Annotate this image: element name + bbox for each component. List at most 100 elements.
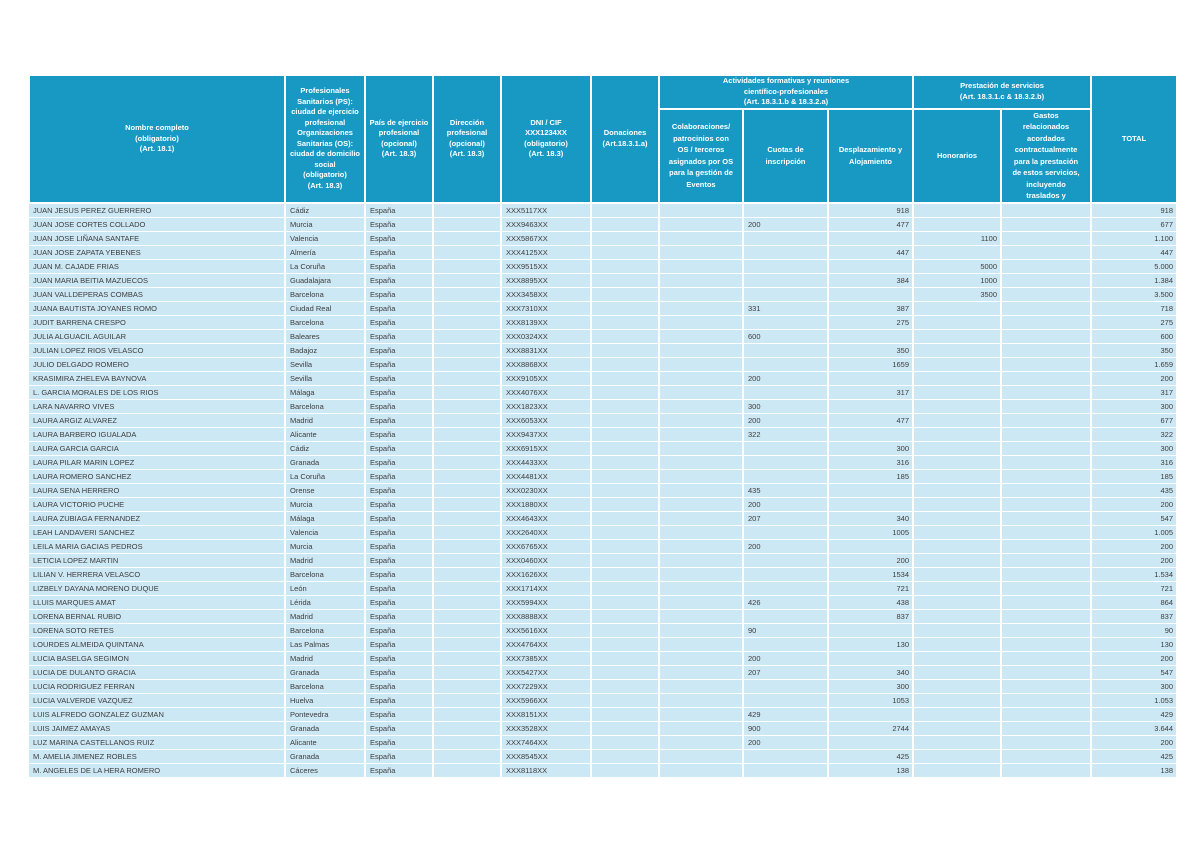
cell-travel: 447 [828, 245, 915, 260]
cell-donations [591, 202, 660, 218]
cell-total: 837 [1091, 609, 1177, 624]
cell-honoraria [913, 693, 1003, 708]
cell-country: España [365, 497, 434, 512]
cell-city: Barcelona [285, 287, 366, 302]
cell-related-expenses [1001, 273, 1093, 288]
cell-total: 350 [1091, 343, 1177, 358]
cell-travel: 138 [828, 763, 915, 778]
cell-total: 200 [1091, 651, 1177, 666]
table-row: LAURA ZUBIAGA FERNANDEZ Málaga España XXX46… [29, 511, 1177, 526]
cell-dni: XXX6915XX [501, 441, 592, 456]
table-row: LUCIA RODRIGUEZ FERRAN Barcelona España XXX… [29, 679, 1177, 694]
cell-total: 718 [1091, 301, 1177, 316]
cell-travel [828, 287, 915, 302]
table-row: LUZ MARINA CASTELLANOS RUIZ Alicante Españ… [29, 735, 1177, 750]
cell-honoraria [913, 735, 1003, 750]
cell-related-expenses [1001, 525, 1093, 540]
cell-name: LEAH LANDAVERI SANCHEZ [29, 525, 286, 540]
cell-total: 130 [1091, 637, 1177, 652]
cell-name: LETICIA LOPEZ MARTIN [29, 553, 286, 568]
cell-collaborations [659, 343, 744, 358]
cell-donations [591, 357, 660, 372]
cell-total: 429 [1091, 707, 1177, 722]
cell-address [433, 483, 502, 498]
cell-honoraria [913, 315, 1003, 330]
cell-address [433, 763, 502, 778]
cell-travel [828, 231, 915, 246]
cell-country: España [365, 693, 434, 708]
cell-related-expenses [1001, 707, 1093, 722]
col-header-ciudad: Profesionales Sanitarios (PS): ciudad de… [284, 74, 366, 204]
cell-country: España [365, 469, 434, 484]
cell-honoraria [913, 301, 1003, 316]
cell-collaborations [659, 441, 744, 456]
cell-collaborations [659, 623, 744, 638]
cell-donations [591, 763, 660, 778]
cell-related-expenses [1001, 651, 1093, 666]
cell-address [433, 525, 502, 540]
cell-honoraria [913, 763, 1003, 778]
cell-collaborations [659, 315, 744, 330]
cell-honoraria [913, 651, 1003, 666]
col-header-gastos: Gastos relacionados acordados contractua… [1000, 107, 1092, 204]
cell-country: España [365, 301, 434, 316]
cell-dni: XXX1626XX [501, 567, 592, 582]
table-row: LUCIA DE DULANTO GRACIA Granada España XXX5… [29, 665, 1177, 680]
cell-related-expenses [1001, 497, 1093, 512]
cell-address [433, 455, 502, 470]
cell-country: España [365, 399, 434, 414]
cell-donations [591, 231, 660, 246]
cell-fees [743, 231, 829, 246]
cell-fees [743, 245, 829, 260]
cell-donations [591, 427, 660, 442]
cell-fees [743, 357, 829, 372]
cell-fees [743, 581, 829, 596]
table-row: LAURA SENA HERRERO Orense España XXX0230XX 4… [29, 483, 1177, 498]
cell-collaborations [659, 217, 744, 232]
cell-country: España [365, 273, 434, 288]
table-row: M. ANGELES DE LA HERA ROMERO Cáceres Españ… [29, 763, 1177, 778]
cell-country: España [365, 385, 434, 400]
cell-travel: 275 [828, 315, 915, 330]
cell-donations [591, 287, 660, 302]
cell-country: España [365, 511, 434, 526]
cell-collaborations [659, 469, 744, 484]
cell-collaborations [659, 231, 744, 246]
cell-total: 200 [1091, 497, 1177, 512]
cell-dni: XXX5117XX [501, 202, 592, 218]
cell-related-expenses [1001, 567, 1093, 582]
cell-dni: XXX1823XX [501, 399, 592, 414]
cell-dni: XXX8895XX [501, 273, 592, 288]
cell-honoraria [913, 441, 1003, 456]
cell-collaborations [659, 651, 744, 666]
cell-collaborations [659, 567, 744, 582]
cell-donations [591, 721, 660, 736]
cell-country: España [365, 287, 434, 302]
cell-donations [591, 651, 660, 666]
cell-country: España [365, 329, 434, 344]
table-row: LAURA VICTORIO PUCHE Murcia España XXX1880X… [29, 497, 1177, 512]
cell-dni: XXX8139XX [501, 315, 592, 330]
cell-country: España [365, 259, 434, 274]
cell-city: Lérida [285, 595, 366, 610]
cell-city: La Coruña [285, 259, 366, 274]
cell-city: Orense [285, 483, 366, 498]
cell-name: LAURA GARCIA GARCIA [29, 441, 286, 456]
table-row: LAURA BARBERO IGUALADA Alicante España XXX9… [29, 427, 1177, 442]
cell-related-expenses [1001, 749, 1093, 764]
cell-name: KRASIMIRA ZHELEVA BAYNOVA [29, 371, 286, 386]
cell-donations [591, 749, 660, 764]
cell-donations [591, 343, 660, 358]
cell-total: 721 [1091, 581, 1177, 596]
cell-donations [591, 483, 660, 498]
cell-donations [591, 665, 660, 680]
cell-dni: XXX0230XX [501, 483, 592, 498]
cell-name: JUAN JOSE ZAPATA YEBENES [29, 245, 286, 260]
cell-total: 1.005 [1091, 525, 1177, 540]
cell-total: 447 [1091, 245, 1177, 260]
table-row: M. AMELIA JIMENEZ ROBLES Granada España XXX… [29, 749, 1177, 764]
cell-address [433, 371, 502, 386]
cell-honoraria [913, 455, 1003, 470]
table-row: JUAN JOSE LIÑANA SANTAFE Valencia España XX… [29, 231, 1177, 246]
